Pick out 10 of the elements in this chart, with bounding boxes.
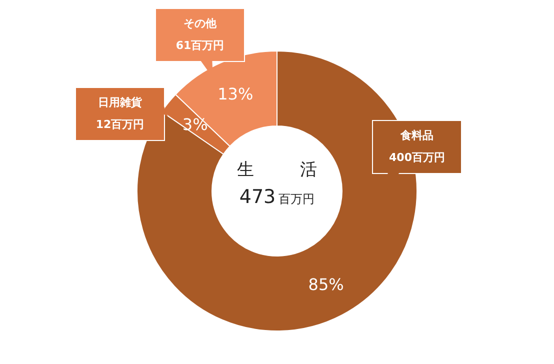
text: 61百万円: [174, 38, 226, 54]
text: 400百万円: [388, 150, 446, 166]
text: 12百万円: [94, 117, 146, 133]
legend-label: 日用雑貨: [97, 95, 143, 111]
chart-title: 生活: [237, 160, 317, 180]
data-label: 13%: [218, 84, 254, 104]
slice-label: その他: [182, 16, 218, 32]
data-label: 3%: [182, 115, 208, 134]
data-label: 85%: [308, 274, 344, 294]
slice-label: 食料品: [400, 128, 434, 144]
